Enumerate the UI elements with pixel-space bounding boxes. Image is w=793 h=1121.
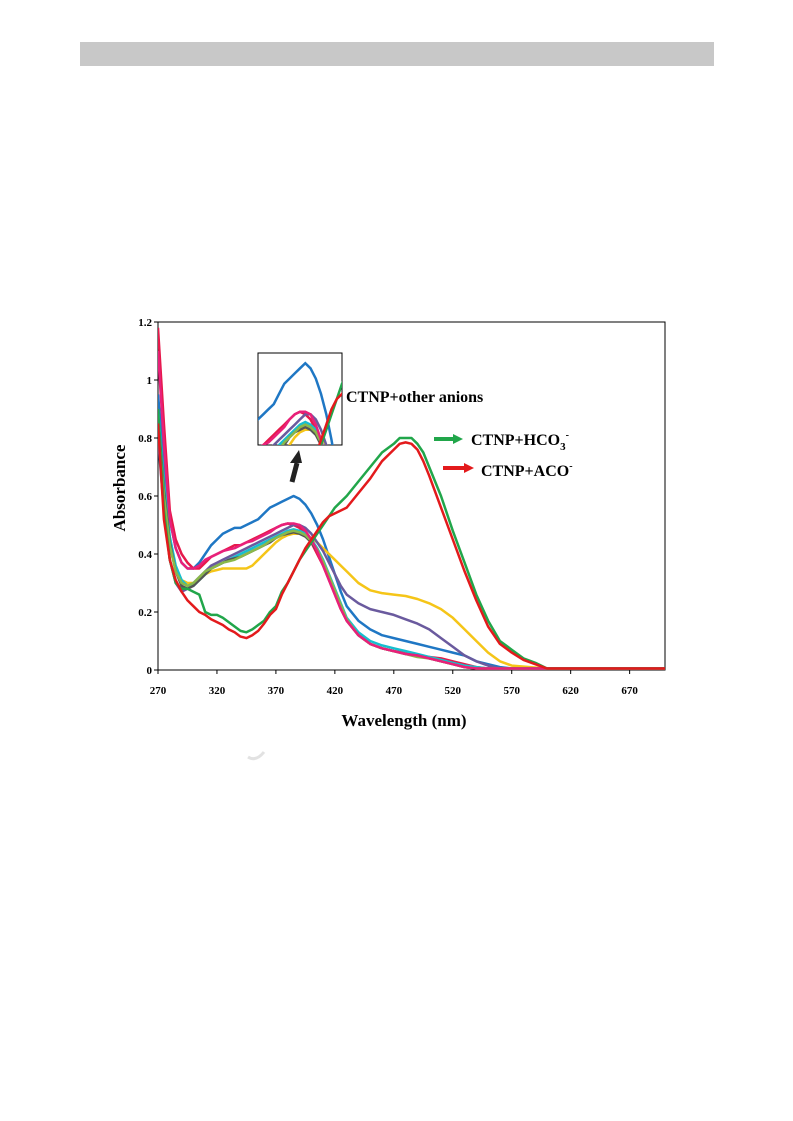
red-arrow-icon (443, 463, 474, 473)
watermark-mark (247, 751, 266, 761)
annotation-other-anions: CTNP+other anions (346, 389, 483, 406)
annotation-aco: CTNP+ACO- (481, 461, 573, 480)
series-line-9 (158, 408, 665, 670)
plot-frame (157, 321, 666, 671)
inset-line-8 (261, 410, 324, 445)
x-tick-label: 320 (209, 685, 226, 697)
inset-line-3 (288, 428, 328, 445)
y-tick-label: 1 (147, 375, 153, 387)
x-tick-label: 270 (150, 685, 167, 697)
y-axis-ticks: 0 0.2 0.4 0.6 0.8 1 1.2 (138, 317, 158, 677)
inset-line-7 (280, 423, 324, 445)
y-tick-label: 0.6 (138, 491, 152, 503)
inset-line-5 (277, 420, 325, 445)
x-axis-ticks: 270 320 370 420 470 520 570 620 670 (150, 670, 638, 697)
series-line-10 (158, 423, 665, 670)
inset-line-1 (258, 361, 334, 445)
y-axis-title: Absorbance (110, 444, 129, 531)
series-line-2 (158, 327, 665, 670)
green-arrow-icon (434, 434, 463, 444)
x-tick-label: 420 (327, 685, 344, 697)
y-tick-label: 0 (147, 665, 153, 677)
series-line-5 (158, 408, 665, 670)
x-tick-label: 520 (445, 685, 462, 697)
x-tick-label: 570 (503, 685, 520, 697)
y-tick-label: 0.4 (138, 549, 152, 561)
series-line-1 (158, 394, 665, 670)
x-tick-label: 370 (268, 685, 285, 697)
annotation-hco3: CTNP+HCO3- (471, 430, 569, 453)
header-bar (80, 42, 714, 66)
x-axis-title: Wavelength (nm) (341, 711, 466, 730)
inset-line-10 (317, 392, 342, 445)
inset-line-6 (282, 425, 323, 445)
series-line-4 (158, 437, 665, 670)
x-tick-label: 470 (386, 685, 403, 697)
series-line-8 (158, 350, 665, 670)
up-arrow-icon (289, 450, 302, 483)
x-tick-label: 620 (562, 685, 579, 697)
inset-zoom-lines (258, 361, 342, 445)
inset-line-2 (261, 410, 323, 445)
y-tick-label: 0.8 (138, 433, 152, 445)
series-layer (158, 327, 665, 670)
y-tick-label: 1.2 (138, 317, 152, 329)
x-tick-label: 670 (621, 685, 638, 697)
series-line-6 (158, 414, 665, 670)
y-tick-label: 0.2 (138, 607, 152, 619)
inset-line-9 (319, 380, 342, 445)
